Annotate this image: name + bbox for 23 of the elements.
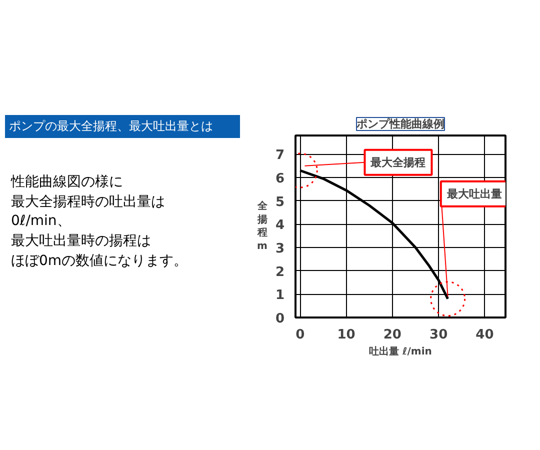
y-tick-label: 0 (275, 312, 284, 326)
y-tick-label: 1 (275, 288, 284, 304)
text: 最大吐出量時の揚程は (11, 232, 151, 249)
x-tick-label: 40 (476, 328, 494, 342)
text: ポンプの最大全揚程、最大吐出量とは (9, 118, 213, 135)
text: ほぼ0mの数値になります。 (11, 252, 188, 269)
text: 最大全揚程時の吐出量は (11, 194, 165, 210)
y-tick-label: 3 (275, 242, 284, 256)
y-tick-label: 4 (275, 218, 284, 234)
y-tick-label: 6 (275, 172, 284, 186)
y-tick-label: 2 (275, 264, 284, 280)
annotation: 最大全揚程 (370, 156, 426, 169)
text: 性能曲線図の様に (11, 174, 123, 190)
x-tick-label: 30 (430, 328, 448, 342)
y-tick-label: 7 (275, 148, 284, 164)
y-axis-title: 全揚程 m (256, 200, 268, 252)
x-tick-label: 0 (296, 328, 305, 342)
x-axis-title: 吐出量 ℓ/min (369, 346, 432, 358)
annotation: 最大吐出量 (446, 187, 502, 200)
text: 0ℓ/min、 (11, 213, 71, 230)
x-tick-label: 10 (337, 328, 356, 342)
x-tick-label: 20 (383, 328, 402, 342)
y-tick-label: 5 (275, 194, 284, 210)
